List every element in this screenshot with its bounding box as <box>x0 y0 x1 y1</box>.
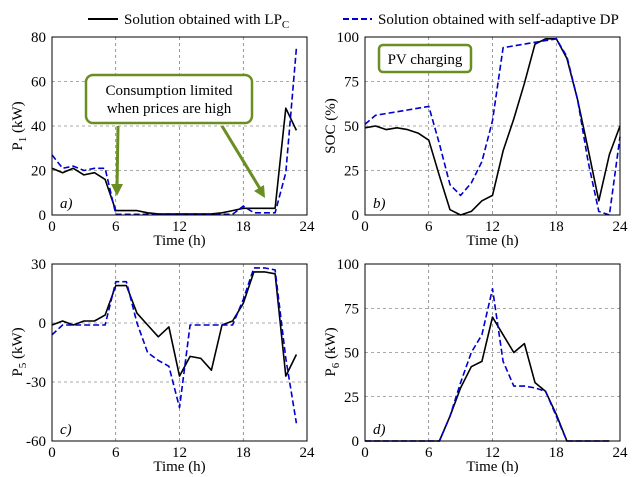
annotation-consumption-limited: Consumption limited when prices are high <box>84 73 265 198</box>
y-tick-label: 100 <box>337 30 360 46</box>
y-tick-label: 0 <box>352 434 360 450</box>
series-lpc-line <box>51 271 298 377</box>
x-tick-label: 12 <box>172 219 187 235</box>
y-tick-label: 75 <box>344 75 359 91</box>
x-tick-label: 12 <box>172 445 187 461</box>
annotation-box <box>84 73 254 125</box>
x-tick-label: 24 <box>300 219 316 235</box>
panel-label: d) <box>373 422 386 438</box>
x-tick-label: 12 <box>485 445 500 461</box>
panel-c-p5: 0 6 12 18 24 -60 -30 0 30 Time (h) P5 (kW) c) <box>10 257 315 475</box>
annotation-arrow-right <box>220 125 264 193</box>
y-tick-label: -30 <box>26 375 46 391</box>
panel-label: a) <box>60 196 73 212</box>
y-axis-label: P5 (kW) <box>10 327 29 376</box>
plot-frame <box>51 263 308 442</box>
x-tick-label: 6 <box>425 219 433 235</box>
plot-frame <box>364 263 621 442</box>
legend-label-dp: Solution obtained with self-adaptive DP <box>378 12 619 28</box>
x-tick-label: 18 <box>236 219 251 235</box>
annotation-pv-text: PV charging <box>388 52 463 68</box>
annotation-text-line2: when prices are high <box>107 101 232 117</box>
x-tick-label: 18 <box>549 445 564 461</box>
y-tick-label: 30 <box>31 257 46 273</box>
y-tick-label: 20 <box>31 164 46 180</box>
x-tick-label: 12 <box>485 219 500 235</box>
annotation-arrowhead-right <box>254 185 265 198</box>
y-tick-label: 25 <box>344 390 359 406</box>
y-tick-label: 40 <box>31 119 46 135</box>
legend-label-lpc: Solution obtained with LPC <box>124 12 289 31</box>
y-tick-label: 60 <box>31 75 46 91</box>
legend: Solution obtained with LPC Solution obta… <box>88 12 619 31</box>
series-lpc-line <box>365 316 610 442</box>
annotation-pv-charging: PV charging <box>377 43 473 74</box>
panel-label: b) <box>373 196 386 212</box>
panel-a-p1: 0 6 12 18 24 0 20 40 60 80 Time (h) P1 (kW) a) <box>10 30 315 249</box>
panel-d-p6: 0 6 12 18 24 0 25 50 75 100 Time (h) P6 (kW) d) <box>323 257 628 475</box>
x-tick-label: 24 <box>613 219 629 235</box>
panel-b-soc: 0 6 12 18 24 0 25 50 75 100 Time (h) SOC (%) b) <box>323 30 628 249</box>
y-axis-label: P1 (kW) <box>10 101 29 150</box>
x-tick-label: 18 <box>236 445 251 461</box>
y-tick-label: 75 <box>344 301 359 317</box>
y-tick-label: 50 <box>344 119 359 135</box>
series-dp-line <box>51 267 298 424</box>
x-tick-label: 18 <box>549 219 564 235</box>
annotation-arrowhead-left <box>111 184 123 196</box>
plot-frame <box>364 36 621 216</box>
x-tick-label: 6 <box>112 445 120 461</box>
x-tick-label: 24 <box>300 445 316 461</box>
x-axis-label: Time (h) <box>153 233 205 249</box>
x-tick-label: 0 <box>48 219 56 235</box>
series-dp-line <box>364 37 621 216</box>
annotation-arrow-left <box>115 125 120 191</box>
x-tick-label: 6 <box>112 219 120 235</box>
x-tick-label: 0 <box>48 445 56 461</box>
x-tick-label: 24 <box>613 445 629 461</box>
x-tick-label: 0 <box>361 445 369 461</box>
y-tick-label: 80 <box>31 30 46 46</box>
x-axis-label: Time (h) <box>153 459 205 475</box>
y-tick-label: 0 <box>352 208 360 224</box>
series-dp-line <box>51 48 298 216</box>
y-tick-label: 0 <box>39 316 47 332</box>
y-tick-label: 0 <box>39 208 47 224</box>
y-tick-label: 25 <box>344 164 359 180</box>
y-axis-label: SOC (%) <box>323 98 339 153</box>
x-tick-label: 0 <box>361 219 369 235</box>
x-axis-label: Time (h) <box>466 459 518 475</box>
annotation-pv-box <box>377 43 473 74</box>
y-tick-label: 100 <box>337 257 360 273</box>
y-tick-label: 50 <box>344 346 359 362</box>
x-axis-label: Time (h) <box>466 233 518 249</box>
panel-label: c) <box>60 422 72 438</box>
series-lpc-line <box>364 37 621 216</box>
x-tick-label: 6 <box>425 445 433 461</box>
plot-frame <box>51 36 308 216</box>
y-axis-label: P6 (kW) <box>323 327 342 376</box>
series-dp-line <box>365 287 610 442</box>
annotation-text-line1: Consumption limited <box>105 83 233 99</box>
y-tick-label: -60 <box>26 434 46 450</box>
